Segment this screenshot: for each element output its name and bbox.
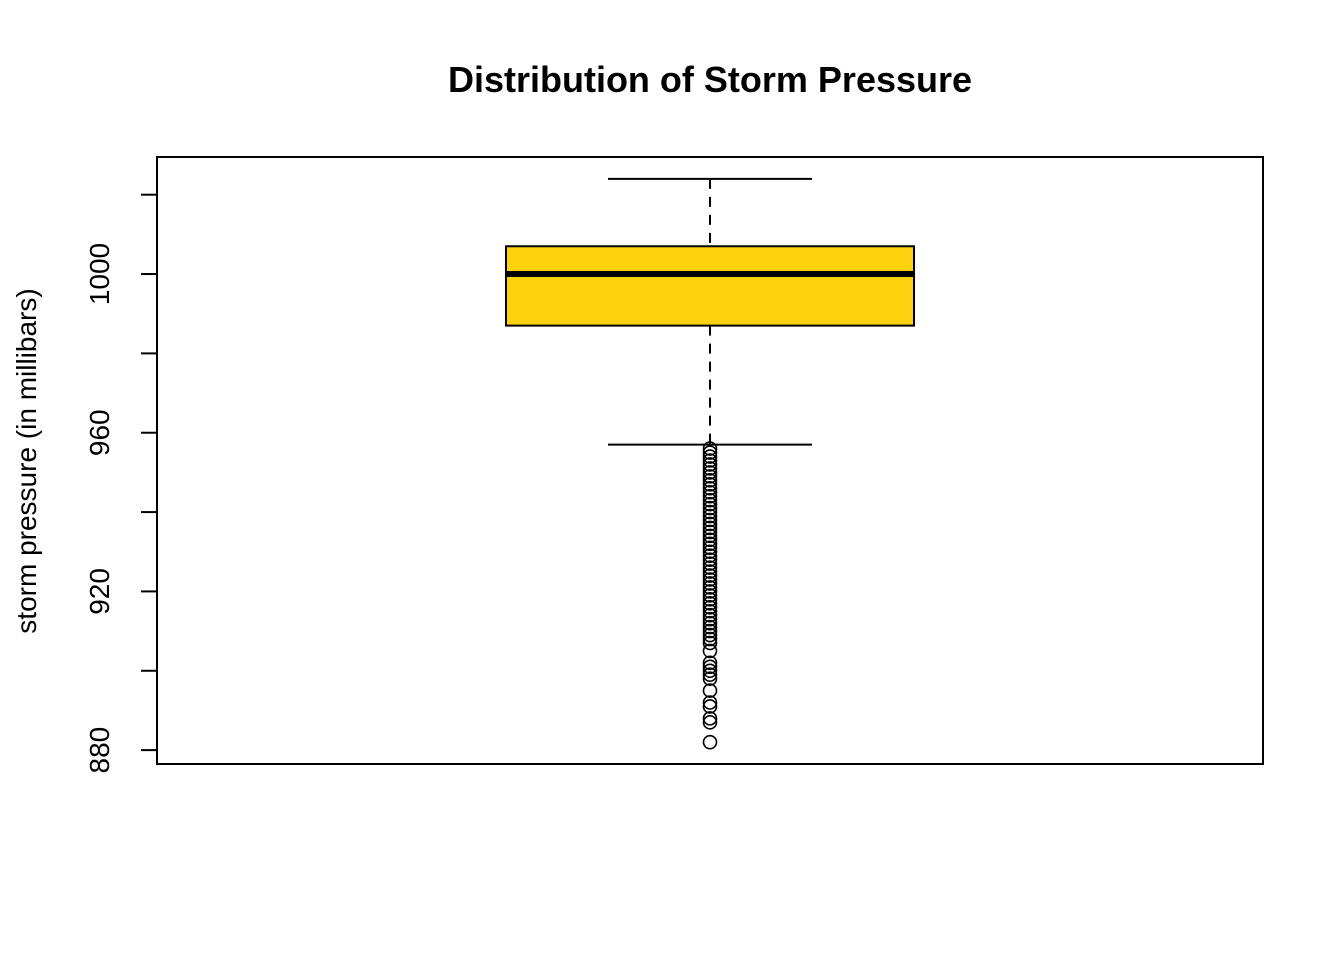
outlier-point — [702, 520, 718, 536]
outlier-point — [702, 441, 718, 456]
outlier-point — [702, 453, 718, 468]
outlier-point — [702, 516, 718, 532]
outlier-point — [702, 492, 718, 508]
outlier-point — [702, 643, 718, 659]
outlier-point — [702, 461, 718, 476]
outlier-point — [702, 524, 718, 540]
outlier-point — [702, 473, 718, 488]
outlier-point — [702, 457, 718, 472]
outlier-point — [702, 496, 718, 512]
outlier-point — [702, 504, 718, 520]
outlier-point — [702, 548, 718, 564]
outlier-point — [702, 627, 718, 643]
outlier-point — [702, 576, 718, 591]
outlier-point — [702, 560, 718, 575]
outlier-point — [702, 599, 718, 615]
y-tick-label: 880 — [84, 727, 115, 774]
outlier-point — [702, 532, 718, 548]
outlier-point — [702, 484, 718, 500]
outlier-point — [702, 711, 718, 726]
outlier-point — [702, 556, 718, 571]
iqr-box — [505, 245, 915, 327]
outlier-point — [702, 584, 718, 599]
outlier-point — [702, 623, 718, 639]
chart-title: Distribution of Storm Pressure — [448, 59, 972, 100]
outlier-point — [702, 469, 718, 484]
outlier-point — [702, 568, 718, 583]
outlier-point — [702, 607, 718, 623]
outlier-point — [702, 588, 718, 603]
outlier-point — [702, 480, 718, 496]
y-tick-label: 920 — [84, 568, 115, 615]
outlier-point — [702, 596, 718, 611]
outlier-point — [702, 572, 718, 587]
outlier-point — [702, 465, 718, 480]
outlier-point — [702, 488, 718, 504]
outlier-point — [702, 615, 718, 631]
y-tick-label: 1000 — [84, 243, 115, 305]
y-tick-label: 960 — [84, 409, 115, 456]
outlier-point — [702, 508, 718, 524]
outlier-point — [702, 734, 718, 750]
outlier-point — [702, 655, 718, 671]
outlier-point — [702, 477, 718, 492]
outlier-point — [702, 500, 718, 516]
outlier-point — [702, 540, 718, 556]
outlier-point — [702, 611, 718, 627]
outlier-point — [702, 445, 718, 460]
outlier-point — [702, 715, 718, 730]
outlier-point — [702, 528, 718, 544]
outlier-point — [702, 683, 718, 698]
outlier-point — [702, 536, 718, 552]
outlier-point — [702, 667, 718, 683]
y-axis-label: storm pressure (in millibars) — [11, 288, 42, 633]
outlier-point — [702, 592, 718, 607]
outlier-point — [702, 663, 718, 679]
outlier-point — [702, 699, 718, 714]
outlier-point — [702, 580, 718, 595]
outlier-point — [702, 552, 718, 567]
outlier-point — [702, 512, 718, 528]
outlier-point — [702, 631, 718, 647]
outlier-point — [702, 619, 718, 635]
outlier-point — [702, 659, 718, 675]
outlier-point — [702, 635, 718, 651]
outlier-point — [702, 544, 718, 560]
outlier-point — [702, 603, 718, 619]
box-group — [505, 177, 915, 446]
outlier-point — [702, 671, 718, 687]
outlier-point — [702, 564, 718, 579]
outlier-point — [702, 695, 718, 710]
y-axis: 880 920 960 1000 — [84, 193, 158, 774]
outlier-group — [702, 441, 718, 750]
outlier-point — [702, 449, 718, 464]
